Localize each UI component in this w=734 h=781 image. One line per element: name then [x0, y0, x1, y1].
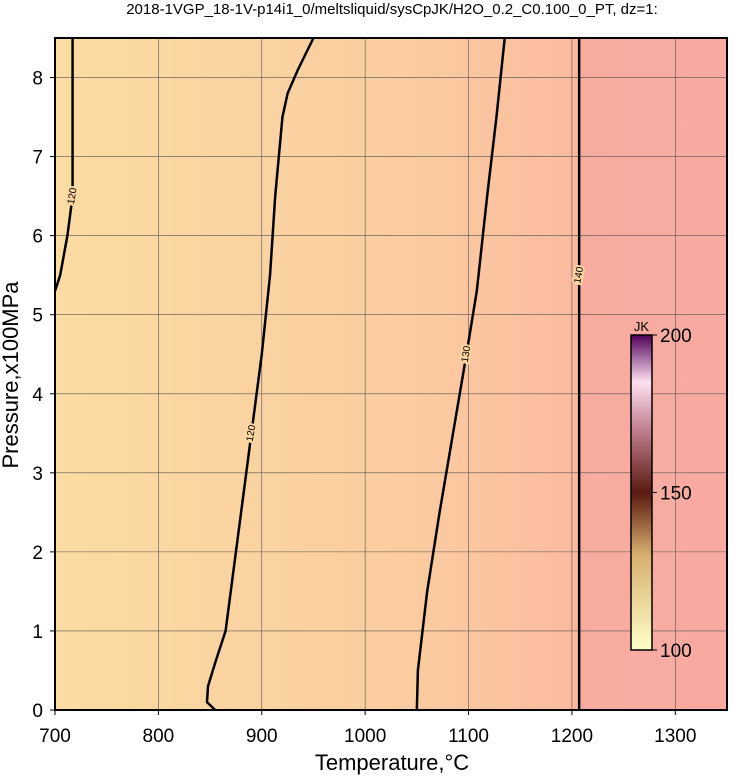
contour-label: 120 [66, 187, 80, 206]
colorbar-label: JK [634, 319, 650, 334]
y-tick-label: 5 [32, 306, 43, 327]
plot-frame [54, 37, 728, 711]
x-tick-label: 1100 [448, 726, 489, 747]
y-tick-label: 2 [32, 543, 43, 564]
x-tick-label: 1300 [654, 726, 696, 747]
colorbar [630, 334, 653, 651]
plot-background [55, 38, 727, 710]
y-tick-label: 8 [32, 69, 43, 90]
x-tick-label: 700 [39, 726, 71, 747]
contour-line [415, 37, 506, 711]
colorbar-tick-label: 150 [660, 484, 692, 505]
x-tick-label: 800 [143, 726, 175, 747]
y-tick-label: 6 [32, 227, 43, 248]
colorbar-tick-label: 100 [660, 641, 692, 662]
x-axis-label: Temperature,°C [315, 750, 469, 775]
contour-line [53, 38, 74, 292]
y-tick-label: 1 [32, 622, 43, 643]
contour-label: 120 [245, 424, 259, 443]
contour-label: 130 [460, 345, 474, 364]
y-axis-label: Pressure,x100MPa [0, 281, 23, 469]
contour-label: 140 [572, 266, 586, 285]
x-tick-label: 1000 [344, 726, 386, 747]
contour-line [205, 37, 315, 711]
y-tick-label: 0 [32, 701, 43, 722]
colorbar-tick-label: 200 [660, 326, 692, 347]
y-tick-label: 3 [32, 464, 43, 485]
y-tick-label: 7 [32, 148, 43, 169]
x-tick-label: 900 [246, 726, 278, 747]
chart-title: 2018-1VGP_18-1V-p14i1_0/meltsliquid/sysC… [126, 1, 658, 18]
y-tick-label: 4 [32, 385, 43, 406]
x-tick-label: 1200 [551, 726, 593, 747]
